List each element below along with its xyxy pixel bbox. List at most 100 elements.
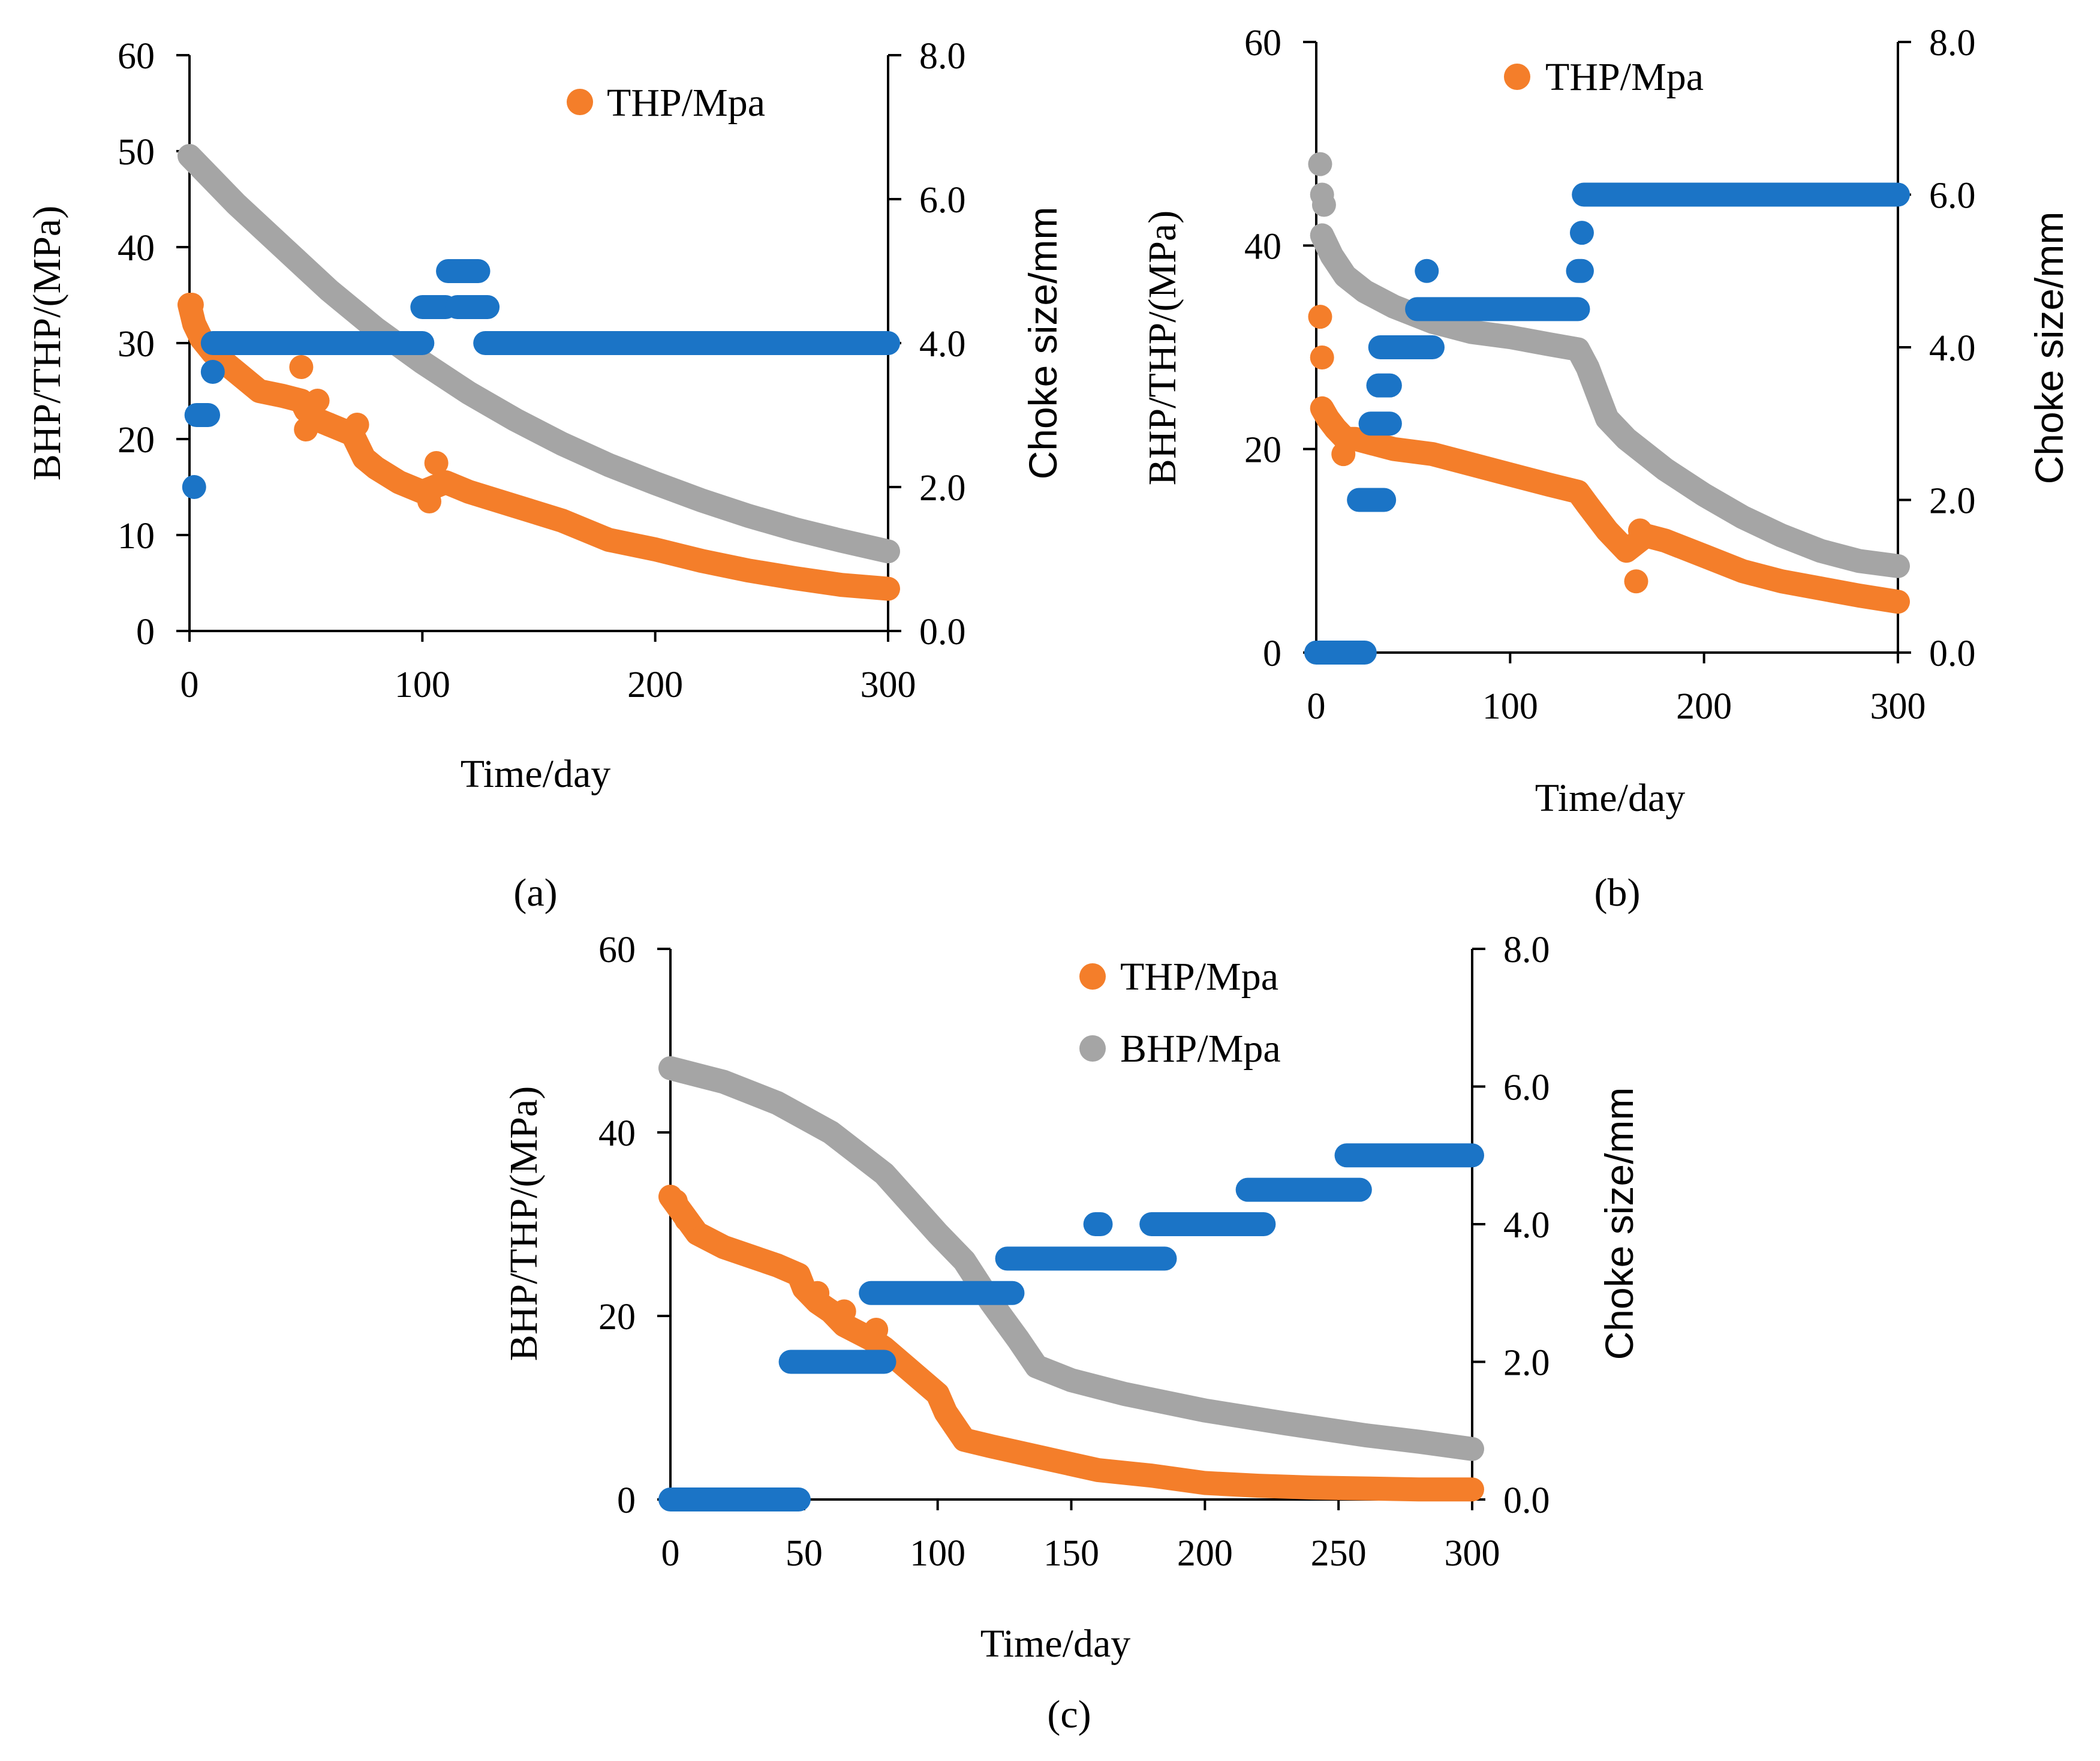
y-left-tick-label: 0 [136,612,155,653]
y-left-tick-label: 0 [1263,633,1281,674]
y-axis-right-title: Choke size/mm [1021,207,1065,480]
data-point-thp [289,355,314,379]
x-tick-label: 200 [1177,1533,1233,1574]
y-left-tick-label: 60 [598,930,636,970]
series-choke [658,1143,1484,1511]
y-axis-left-title: BHP/THP/(MPa) [502,1086,546,1361]
y-left-tick-label: 10 [118,516,155,557]
data-point-thp [424,451,449,475]
y-left-tick-label: 20 [598,1297,636,1338]
y-right-tick-label: 0.0 [1929,633,1976,674]
y-right-tick-label: 0.0 [1503,1480,1550,1521]
panel-caption: (c) [1047,1693,1091,1736]
legend-label-thp: THP/Mpa [607,81,765,125]
panel-caption: (b) [1594,871,1641,915]
data-point-thp [345,413,369,437]
data-point-thp [805,1281,830,1305]
legend-marker-thp [1079,963,1106,990]
series-line-bhp [1310,223,1910,578]
y-right-tick-label: 6.0 [919,180,966,221]
series-choke [182,259,900,499]
x-tick-label: 50 [786,1533,823,1574]
series-line-thp [1310,396,1910,614]
x-tick-label: 100 [910,1533,965,1574]
legend-label-thp: THP/Mpa [1545,55,1704,99]
x-axis-title: Time/day [980,1622,1131,1666]
y-left-tick-label: 20 [1244,430,1281,471]
x-tick-label: 200 [627,665,683,705]
series-line-bhp [177,144,900,564]
data-point-thp [294,417,318,441]
x-axis-title: Time/day [461,752,611,796]
y-right-tick-label: 6.0 [1929,176,1976,217]
series-thp [1308,305,1652,594]
data-point-bhp [1311,193,1336,217]
y-left-tick-label: 60 [1244,23,1281,64]
data-point-thp [305,389,330,413]
y-left-tick-label: 40 [1244,226,1281,267]
x-tick-label: 300 [1870,686,1926,727]
chart-panel-c: 0 20 40 60 0.0 2.0 4.0 6.0 8.0 0 50 100 150 200 250 300… [502,930,1641,1736]
y-right-tick-label: 0.0 [919,612,966,653]
y-axis-left-title: BHP/THP/(MPa) [1141,211,1184,485]
data-point-thp [832,1299,856,1324]
series-thp [663,1189,889,1342]
data-point-thp [179,293,204,317]
x-tick-label: 100 [395,665,450,705]
chart-panel-b: 0 20 40 60 0.0 2.0 4.0 6.0 8.0 0 100 200 300 Time/day… [1141,23,2071,915]
y-left-tick-label: 30 [118,324,155,365]
legend-marker-bhp [1079,1035,1106,1062]
y-right-tick-label: 2.0 [1503,1343,1550,1384]
y-right-tick-label: 4.0 [1929,328,1976,369]
x-tick-label: 100 [1482,686,1538,727]
y-right-tick-label: 4.0 [919,324,966,365]
series-thp [1310,396,1910,614]
x-axis-title: Time/day [1535,776,1686,820]
data-point-thp [1310,345,1334,369]
series-bhp [1310,223,1910,578]
y-left-tick-label: 0 [617,1480,636,1521]
data-point-thp [417,489,441,513]
y-left-tick-label: 40 [598,1113,636,1154]
y-right-tick-label: 6.0 [1503,1068,1550,1108]
data-point-bhp [1308,152,1332,176]
legend-label-bhp: BHP/Mpa [1120,1027,1281,1071]
data-point-thp [1627,518,1652,543]
series-line-bhp [658,1056,1484,1461]
y-left-tick-label: 20 [118,420,155,461]
data-point-thp [663,1189,688,1213]
series-bhp [658,1056,1484,1461]
series-line-thp [177,293,900,601]
data-point-thp [864,1317,889,1342]
series-choke [1304,182,1910,665]
x-tick-label: 0 [180,665,199,705]
series-thp [658,1185,1484,1502]
y-axis-left-title: BHP/THP/(MPa) [25,206,69,480]
data-point-thp [1308,305,1332,329]
x-tick-label: 300 [1445,1533,1500,1574]
y-right-tick-label: 2.0 [1929,481,1976,522]
y-right-tick-label: 2.0 [919,468,966,509]
series-line-thp [658,1185,1484,1502]
x-tick-label: 250 [1311,1533,1367,1574]
legend-marker-thp [1504,64,1530,90]
legend-label-thp: THP/Mpa [1120,955,1278,999]
x-tick-label: 150 [1043,1533,1099,1574]
y-right-tick-label: 8.0 [1503,930,1550,970]
y-axis-right-title: Choke size/mm [1597,1087,1641,1360]
x-tick-label: 0 [1307,686,1326,727]
x-tick-label: 300 [861,665,916,705]
y-left-tick-label: 60 [118,36,155,77]
x-tick-label: 0 [661,1533,680,1574]
y-left-tick-label: 50 [118,132,155,173]
series-thp [179,293,449,513]
y-right-tick-label: 8.0 [1929,23,1976,64]
panel-caption: (a) [513,871,557,915]
x-tick-label: 200 [1676,686,1732,727]
y-right-tick-label: 4.0 [1503,1205,1550,1246]
y-right-tick-label: 8.0 [919,36,966,77]
series-thp [177,293,900,601]
chart-panel-a: 0 10 20 30 40 50 60 0.0 2.0 4.0 6.0 8.0 0 100 200 300 Ti… [25,36,1065,915]
